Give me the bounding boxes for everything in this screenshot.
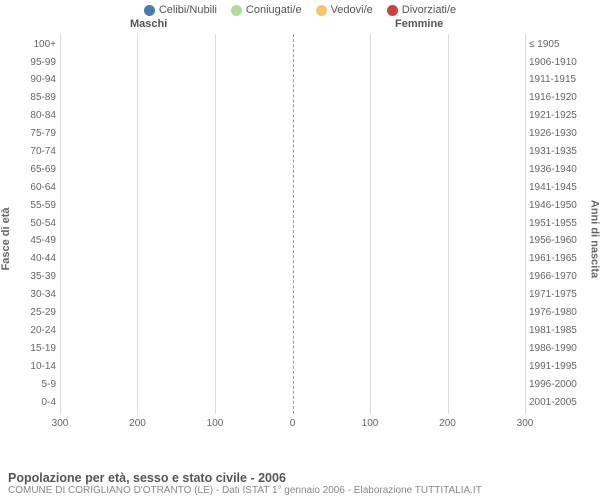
gridline [370, 34, 371, 414]
birth-label: 1966-1970 [529, 271, 577, 282]
legend: Celibi/Nubili Coniugati/e Vedovi/e Divorzia… [0, 0, 600, 18]
legend-item: Celibi/Nubili [144, 4, 217, 16]
birth-label: 1956-1960 [529, 235, 577, 246]
legend-item: Vedovi/e [316, 4, 373, 16]
chart-container: Celibi/Nubili Coniugati/e Vedovi/e Divorzia… [0, 0, 600, 500]
birth-label: 1916-1920 [529, 92, 577, 103]
birth-label: 1921-1925 [529, 110, 577, 121]
x-tick: 200 [439, 418, 456, 429]
age-label: 100+ [33, 39, 56, 50]
birth-label: 1986-1990 [529, 343, 577, 354]
x-axis: 3002001000100200300 [60, 418, 525, 432]
age-label: 15-19 [30, 343, 56, 354]
legend-swatch [387, 5, 398, 16]
gridline [215, 34, 216, 414]
age-label: 0-4 [42, 397, 56, 408]
age-label: 20-24 [30, 325, 56, 336]
y-axis-left-label: Fasce di età [0, 208, 12, 271]
age-label: 80-84 [30, 110, 56, 121]
age-label: 70-74 [30, 146, 56, 157]
birth-label: 1961-1965 [529, 253, 577, 264]
birth-label: 1996-2000 [529, 379, 577, 390]
gridline [525, 34, 526, 414]
age-label: 90-94 [30, 74, 56, 85]
birth-label: 1926-1930 [529, 128, 577, 139]
age-label: 5-9 [42, 379, 56, 390]
gridline [448, 34, 449, 414]
birth-label: 1991-1995 [529, 361, 577, 372]
legend-label: Coniugati/e [246, 4, 302, 16]
plot: 100+≤ 190595-991906-191090-941911-191585… [60, 34, 525, 414]
x-tick: 300 [52, 418, 69, 429]
x-tick: 300 [517, 418, 534, 429]
age-label: 50-54 [30, 218, 56, 229]
male-label: Maschi [130, 18, 167, 30]
age-label: 60-64 [30, 182, 56, 193]
legend-item: Coniugati/e [231, 4, 302, 16]
age-label: 85-89 [30, 92, 56, 103]
x-tick: 100 [362, 418, 379, 429]
female-label: Femmine [395, 18, 443, 30]
center-line [293, 34, 294, 414]
age-label: 30-34 [30, 289, 56, 300]
chart-area: Fasce di età Anni di nascita 100+≤ 19059… [0, 34, 600, 444]
y-axis-right-label: Anni di nascita [588, 200, 600, 278]
age-label: 75-79 [30, 128, 56, 139]
x-tick: 0 [290, 418, 296, 429]
birth-label: 1931-1935 [529, 146, 577, 157]
gridline [137, 34, 138, 414]
birth-label: 1906-1910 [529, 57, 577, 68]
birth-label: 1941-1945 [529, 182, 577, 193]
birth-label: 1936-1940 [529, 164, 577, 175]
legend-label: Vedovi/e [331, 4, 373, 16]
legend-label: Celibi/Nubili [159, 4, 217, 16]
age-label: 45-49 [30, 235, 56, 246]
legend-label: Divorziati/e [402, 4, 456, 16]
birth-label: ≤ 1905 [529, 39, 560, 50]
x-tick: 100 [207, 418, 224, 429]
birth-label: 1946-1950 [529, 200, 577, 211]
birth-label: 1976-1980 [529, 307, 577, 318]
legend-swatch [316, 5, 327, 16]
birth-label: 1911-1915 [529, 74, 576, 85]
age-label: 65-69 [30, 164, 56, 175]
age-label: 35-39 [30, 271, 56, 282]
age-label: 25-29 [30, 307, 56, 318]
age-label: 95-99 [30, 57, 56, 68]
age-label: 55-59 [30, 200, 56, 211]
chart-subtitle: COMUNE DI CORIGLIANO D'OTRANTO (LE) - Da… [8, 485, 482, 496]
birth-label: 1971-1975 [529, 289, 577, 300]
legend-item: Divorziati/e [387, 4, 456, 16]
birth-label: 1951-1955 [529, 218, 577, 229]
gender-labels: Maschi Femmine [0, 18, 600, 34]
footer: Popolazione per età, sesso e stato civil… [8, 471, 482, 496]
legend-swatch [144, 5, 155, 16]
x-tick: 200 [129, 418, 146, 429]
birth-label: 1981-1985 [529, 325, 577, 336]
age-label: 10-14 [30, 361, 56, 372]
gridline [60, 34, 61, 414]
age-label: 40-44 [30, 253, 56, 264]
birth-label: 2001-2005 [529, 397, 577, 408]
legend-swatch [231, 5, 242, 16]
chart-title: Popolazione per età, sesso e stato civil… [8, 471, 482, 485]
